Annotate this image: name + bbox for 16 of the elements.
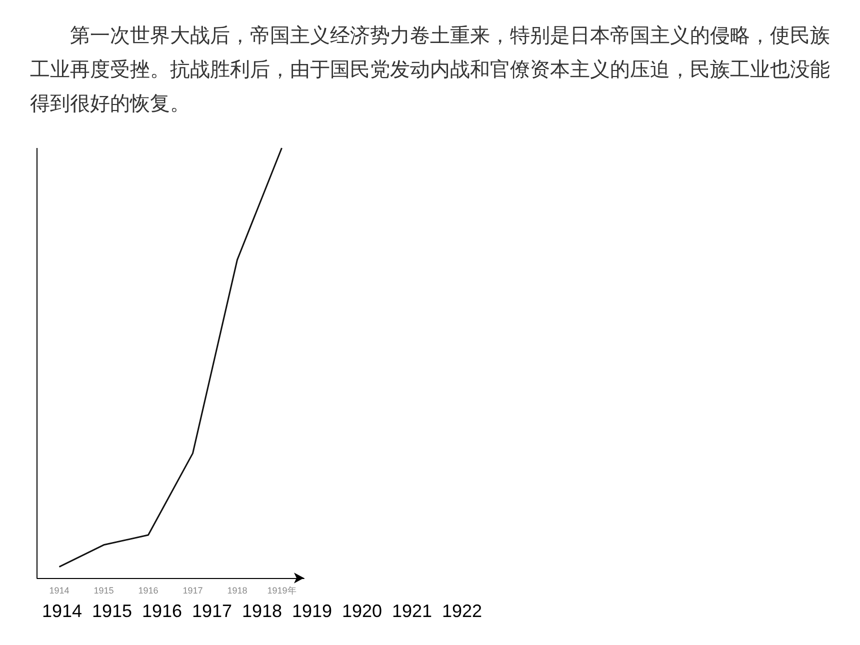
text: 1918: [242, 601, 282, 621]
text: 1922: [442, 601, 482, 621]
x-tick-label: 1915: [94, 586, 114, 596]
x-tick-label: 1919年: [267, 586, 296, 596]
x-tick-label: 1916: [138, 586, 158, 596]
x-tick-label: 1918: [227, 586, 248, 596]
text: 第一次世界大战后，帝国主义经济势力卷土重来，特别是日本帝国主义的侵略，使民族工业再度受挫。抗战胜利后，由于国民党发动内战和官僚资本主义的压迫，民族工业也没能得到很好的恢复。: [30, 22, 830, 117]
text: 1915: [92, 601, 132, 621]
text: 1920: [342, 601, 382, 621]
x-tick-label: 1914: [49, 586, 70, 596]
x-tick-label: 1917: [182, 586, 203, 596]
text: 1921: [392, 601, 432, 621]
text: 1917: [192, 601, 232, 621]
text: 1914: [42, 601, 82, 621]
text: 1916: [142, 601, 182, 621]
text: 1919: [292, 601, 332, 621]
